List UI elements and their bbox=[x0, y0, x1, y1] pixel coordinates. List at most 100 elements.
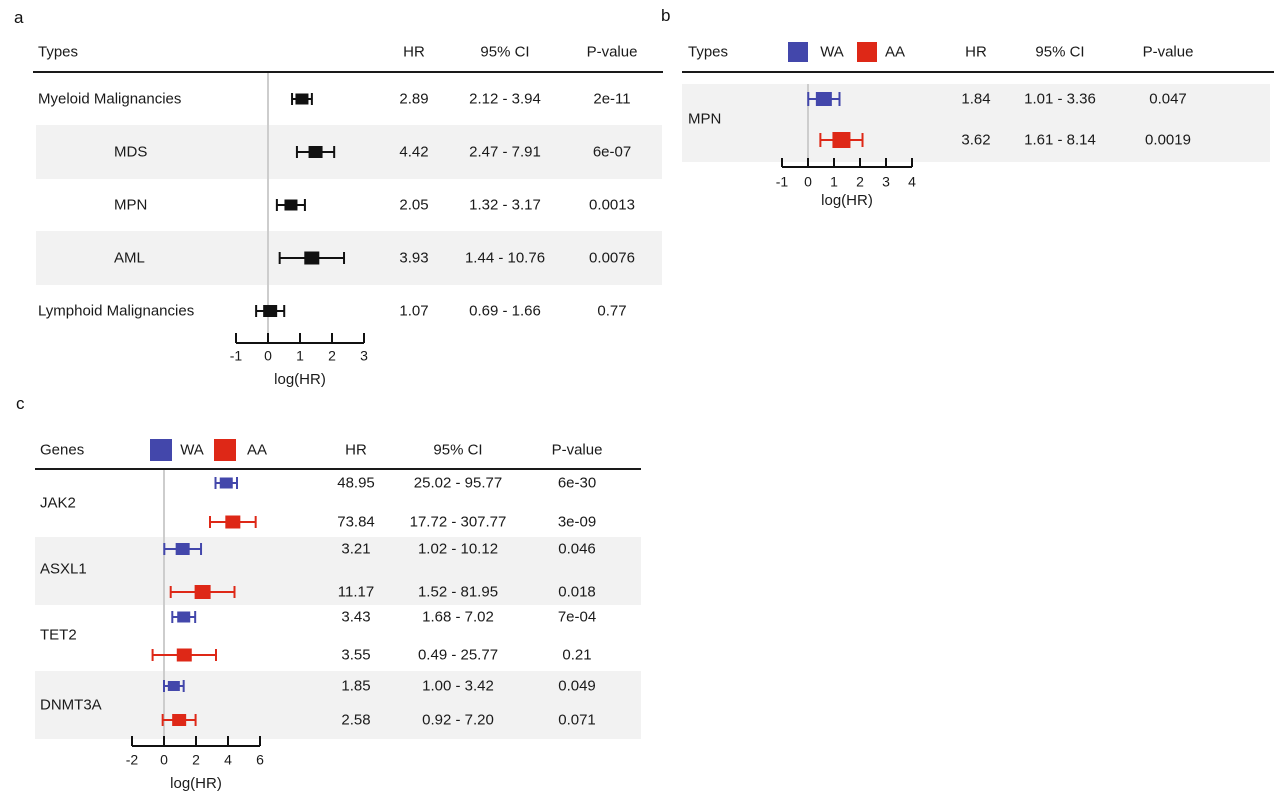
row-label: AML bbox=[114, 249, 145, 267]
forest-marker-aa bbox=[208, 515, 257, 529]
ci-value: 0.69 - 1.66 bbox=[469, 302, 541, 320]
ci-value: 1.01 - 3.36 bbox=[1024, 90, 1096, 108]
hr-value: 3.43 bbox=[341, 608, 371, 626]
panel-letter-c: c bbox=[16, 394, 25, 413]
ci-value: 0.92 - 7.20 bbox=[422, 711, 494, 729]
hr-box bbox=[176, 648, 192, 662]
zero-line bbox=[807, 84, 809, 167]
row-label: Lymphoid Malignancies bbox=[38, 302, 195, 320]
x-tick-label: -2 bbox=[126, 752, 139, 768]
hr-value: 3.55 bbox=[341, 646, 371, 664]
legend-swatch-aa bbox=[857, 42, 877, 62]
row-header: Types bbox=[38, 43, 79, 61]
column-header-ci: 95% CI bbox=[480, 43, 530, 61]
ci-value: 0.49 - 25.77 bbox=[417, 646, 499, 664]
row-label: JAK2 bbox=[40, 494, 76, 512]
row-label: MPN bbox=[114, 196, 148, 214]
p-value: 0.049 bbox=[558, 677, 596, 695]
header-rule bbox=[35, 468, 641, 470]
hr-value: 3.21 bbox=[341, 540, 371, 558]
row-stripe bbox=[682, 84, 1270, 162]
row-stripe bbox=[35, 671, 641, 739]
p-value: 0.046 bbox=[558, 540, 596, 558]
p-value: 2e-11 bbox=[593, 90, 631, 108]
p-value: 0.0076 bbox=[589, 249, 635, 267]
hr-value: 73.84 bbox=[337, 513, 375, 531]
hr-value: 4.42 bbox=[399, 143, 429, 161]
legend-label-aa: AA bbox=[246, 441, 268, 459]
hr-value: 2.89 bbox=[399, 90, 429, 108]
x-axis-title: log(HR) bbox=[170, 775, 222, 792]
hr-box bbox=[219, 477, 233, 489]
ci-value: 17.72 - 307.77 bbox=[409, 513, 507, 531]
row-label: ASXL1 bbox=[40, 560, 87, 578]
ci-value: 25.02 - 95.77 bbox=[413, 474, 503, 492]
forest-marker-wa bbox=[171, 611, 197, 623]
row-label: MDS bbox=[114, 143, 148, 161]
legend-label-wa: WA bbox=[180, 441, 204, 459]
ci-value: 1.52 - 81.95 bbox=[417, 583, 499, 601]
hr-value: 2.58 bbox=[341, 711, 371, 729]
forest-marker-wa bbox=[214, 477, 238, 489]
p-value: 3e-09 bbox=[557, 513, 597, 531]
hr-value: 2.05 bbox=[399, 196, 429, 214]
header-rule bbox=[33, 71, 663, 73]
hr-box bbox=[225, 515, 241, 529]
p-value: 0.0013 bbox=[589, 196, 635, 214]
ci-value: 1.68 - 7.02 bbox=[422, 608, 494, 626]
column-header-ci: 95% CI bbox=[433, 441, 483, 459]
hr-value: 3.62 bbox=[961, 131, 991, 149]
legend-swatch-wa bbox=[150, 439, 172, 461]
column-header-hr: HR bbox=[965, 43, 987, 61]
ci-value: 1.00 - 3.42 bbox=[422, 677, 494, 695]
x-tick-label: 0 bbox=[160, 752, 168, 768]
row-header: Types bbox=[688, 43, 729, 61]
p-value: 0.047 bbox=[1149, 90, 1187, 108]
row-stripe bbox=[35, 537, 641, 605]
legend-label-aa: AA bbox=[884, 43, 906, 61]
ci-value: 1.02 - 10.12 bbox=[417, 540, 499, 558]
p-value: 0.071 bbox=[558, 711, 596, 729]
column-header-hr: HR bbox=[403, 43, 425, 61]
x-tick-label: 2 bbox=[192, 752, 200, 768]
p-value: 6e-30 bbox=[557, 474, 597, 492]
header-rule bbox=[682, 71, 1274, 73]
legend-label-wa: WA bbox=[820, 43, 844, 61]
row-label: MPN bbox=[688, 110, 722, 128]
panel-letter-a: a bbox=[14, 8, 24, 27]
row-label: TET2 bbox=[40, 626, 77, 644]
legend-swatch-aa bbox=[214, 439, 236, 461]
p-value: 0.77 bbox=[597, 302, 627, 320]
hr-value: 11.17 bbox=[337, 583, 375, 601]
zero-line bbox=[267, 72, 269, 343]
hr-box bbox=[177, 611, 191, 623]
p-value: 6e-07 bbox=[592, 143, 632, 161]
row-stripe bbox=[36, 231, 662, 285]
hr-value: 3.93 bbox=[399, 249, 429, 267]
row-stripe bbox=[36, 125, 662, 179]
column-header-p: P-value bbox=[586, 43, 638, 61]
hr-value: 1.07 bbox=[399, 302, 429, 320]
ci-value: 2.12 - 3.94 bbox=[469, 90, 541, 108]
legend-swatch-wa bbox=[788, 42, 808, 62]
row-label: DNMT3A bbox=[40, 696, 102, 714]
column-header-hr: HR bbox=[345, 441, 367, 459]
panel-letter-b: b bbox=[661, 6, 671, 25]
x-tick-label: 4 bbox=[224, 752, 232, 768]
zero-line bbox=[163, 469, 165, 746]
p-value: 0.21 bbox=[562, 646, 592, 664]
ci-value: 1.61 - 8.14 bbox=[1024, 131, 1096, 149]
column-header-p: P-value bbox=[1142, 43, 1194, 61]
column-header-ci: 95% CI bbox=[1035, 43, 1085, 61]
row-label: Myeloid Malignancies bbox=[38, 90, 182, 108]
row-header: Genes bbox=[40, 441, 85, 459]
p-value: 7e-04 bbox=[557, 608, 597, 626]
p-value: 0.0019 bbox=[1145, 131, 1191, 149]
ci-value: 1.32 - 3.17 bbox=[469, 196, 541, 214]
column-header-p: P-value bbox=[551, 441, 603, 459]
x-tick-label: 6 bbox=[256, 752, 264, 768]
